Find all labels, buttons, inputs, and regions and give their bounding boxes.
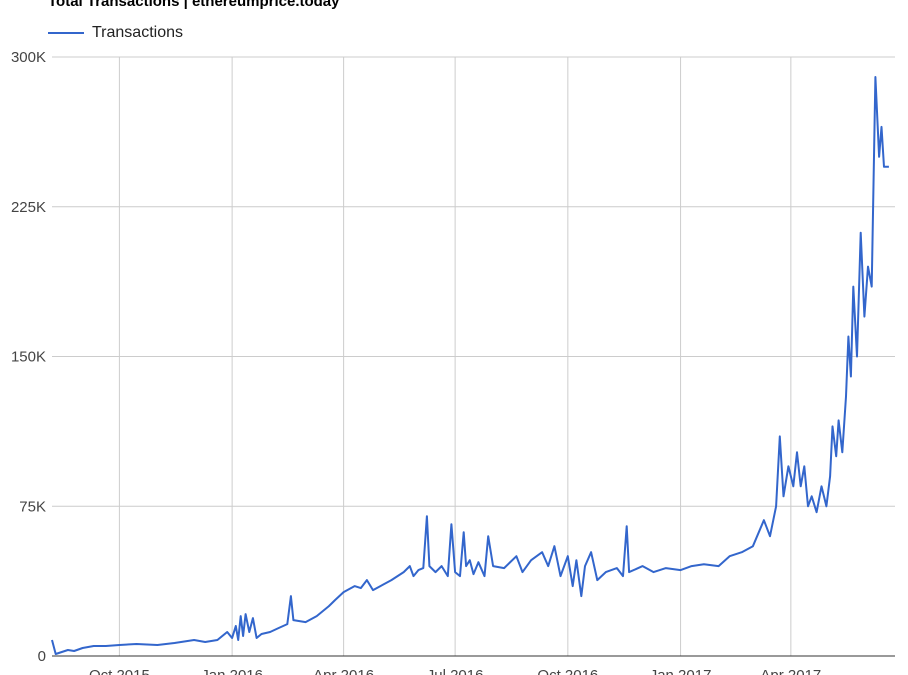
- x-tick-label: Jul 2016: [427, 667, 484, 675]
- legend: Transactions: [48, 23, 183, 43]
- legend-label-transactions: Transactions: [92, 24, 183, 41]
- x-tick-label: Oct 2016: [537, 667, 598, 675]
- y-tick-label: 300K: [11, 49, 46, 66]
- series-line-transactions: [51, 76, 889, 655]
- label-layer: 0 75K 150K 225K 300K Oct 2015 Jan 2016 Apr 2016…: [11, 49, 821, 675]
- y-tick-label: 0: [38, 648, 46, 665]
- y-tick-label: 225K: [11, 199, 46, 216]
- x-tick-label: Jan 2016: [201, 667, 263, 675]
- x-tick-label: Apr 2017: [760, 667, 821, 675]
- x-tick-label: Jan 2017: [650, 667, 712, 675]
- x-tick-label: Apr 2016: [313, 667, 374, 675]
- y-tick-label: 150K: [11, 349, 46, 366]
- legend-swatch-transactions: [48, 32, 84, 34]
- x-tick-label: Oct 2015: [89, 667, 150, 675]
- grid-layer: [52, 56, 895, 656]
- series-layer: [51, 76, 889, 655]
- chart-title: Total Transactions | ethereumprice.today: [48, 0, 340, 10]
- y-tick-label: 75K: [19, 498, 46, 515]
